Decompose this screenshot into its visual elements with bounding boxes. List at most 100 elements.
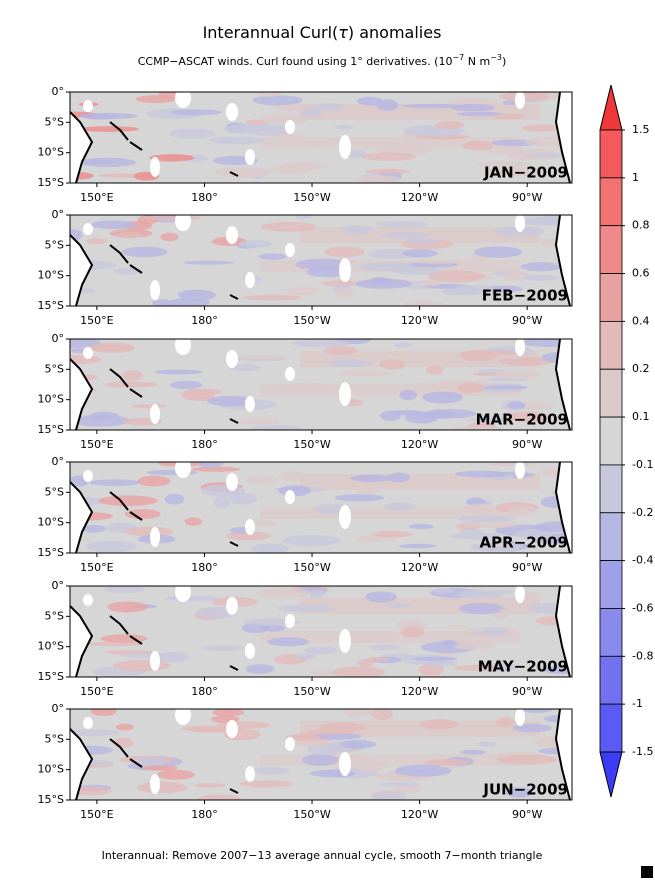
anomaly-blob	[242, 294, 302, 301]
panel-frame	[69, 461, 573, 554]
anomaly-blob	[491, 542, 513, 548]
anomaly-blob	[334, 494, 384, 502]
island	[339, 629, 351, 653]
anomaly-blob	[310, 670, 339, 675]
island	[150, 651, 160, 671]
colorbar-bin	[599, 512, 623, 562]
colorbar-bin	[599, 368, 623, 418]
land	[556, 339, 572, 430]
map-panel	[70, 462, 572, 553]
anomaly-blob	[133, 756, 167, 768]
anomaly-blob	[305, 729, 355, 735]
island	[339, 505, 351, 529]
anomaly-blob	[477, 741, 496, 748]
land	[70, 112, 92, 183]
anomaly-blob	[164, 493, 185, 505]
anomaly-blob	[357, 96, 383, 106]
anomaly-blob	[417, 280, 442, 287]
panel-frame	[69, 708, 573, 801]
anomaly-blob	[151, 299, 175, 306]
anomaly-blob	[83, 641, 142, 647]
colorbar-bin	[599, 225, 623, 274]
colorbar-bin	[599, 703, 623, 753]
anomaly-blob	[285, 286, 320, 296]
anomaly-blob	[201, 645, 244, 652]
coastline	[70, 605, 94, 677]
anomaly-blob	[422, 391, 464, 404]
x-tick-label: 90°W	[512, 314, 542, 327]
island	[150, 527, 160, 547]
island	[285, 490, 295, 504]
anomaly-blob	[213, 496, 231, 509]
anomaly-blob	[342, 709, 375, 717]
anomaly-blob	[296, 653, 316, 660]
anomaly-blob	[402, 249, 438, 258]
y-tick-label: 0°	[52, 579, 65, 592]
panel-frame	[69, 214, 573, 307]
anomaly-blob	[154, 369, 204, 375]
anomaly-blob	[394, 764, 452, 777]
anomaly-blob	[371, 530, 413, 538]
anomaly-blob	[488, 166, 539, 175]
anomaly-blob	[256, 588, 312, 599]
island	[226, 350, 238, 368]
y-tick-label: 10°S	[38, 269, 64, 282]
anomaly-blob	[366, 644, 402, 650]
y-tick-label: 15°S	[38, 546, 64, 559]
anomaly-blob	[183, 260, 235, 265]
coastline	[109, 368, 239, 424]
anomaly-blob	[477, 161, 532, 167]
anomaly-blob	[301, 108, 322, 118]
x-tick-label: 150°W	[293, 438, 330, 451]
anomaly-blob	[350, 108, 382, 118]
anomaly-blob	[505, 787, 533, 798]
anomaly-blob	[512, 723, 552, 733]
island	[175, 709, 191, 725]
y-tick-label: 10°S	[38, 393, 64, 406]
panel-label: JUN−2009	[482, 781, 568, 799]
anomaly-blob	[520, 124, 563, 132]
anomaly-blob	[277, 604, 335, 612]
anomaly-blob	[452, 639, 496, 650]
colorbar-bin	[599, 177, 623, 227]
anomaly-blob	[224, 124, 266, 134]
anomaly-blob	[507, 401, 526, 410]
subtitle: CCMP−ASCAT winds. Curl found using 1° de…	[138, 53, 507, 69]
map-panel	[70, 215, 572, 306]
island	[515, 586, 525, 603]
anomaly-blob	[352, 762, 388, 771]
x-tick-label: 90°W	[512, 438, 542, 451]
y-tick-label: 15°S	[38, 176, 64, 189]
anomaly-blob	[131, 404, 168, 409]
anomaly-blob	[89, 411, 120, 420]
land	[556, 462, 572, 553]
x-tick-label: 90°W	[512, 685, 542, 698]
anomaly-blob	[85, 238, 107, 245]
island	[150, 404, 160, 424]
panel-frame	[69, 338, 573, 431]
x-tick-label: 180°	[191, 808, 218, 821]
anomaly-blob	[423, 409, 477, 419]
coastline	[554, 586, 571, 677]
anomaly-blob	[491, 113, 526, 120]
anomaly-blob	[435, 120, 465, 130]
panel-label: JAN−2009	[483, 164, 568, 182]
anomaly-blob	[291, 339, 350, 348]
anomaly-blob	[473, 246, 523, 258]
anomaly-blob	[183, 388, 223, 396]
island	[226, 226, 238, 244]
anomaly-blob	[459, 602, 504, 615]
title-text: ) anomalies	[348, 23, 442, 42]
anomaly-blob	[463, 503, 496, 514]
anomaly-blob	[261, 113, 310, 125]
anomaly-blob	[456, 111, 504, 117]
coastline	[109, 615, 239, 671]
colorbar-bin	[599, 129, 623, 179]
panel-label: MAY−2009	[478, 658, 568, 676]
x-tick-label: 150°E	[80, 685, 113, 698]
map-panel	[70, 586, 572, 677]
anomaly-blob	[98, 495, 158, 507]
colorbar-label: 0.1	[632, 410, 650, 423]
anomaly-blob	[457, 382, 485, 394]
anomaly-blob	[229, 492, 258, 505]
